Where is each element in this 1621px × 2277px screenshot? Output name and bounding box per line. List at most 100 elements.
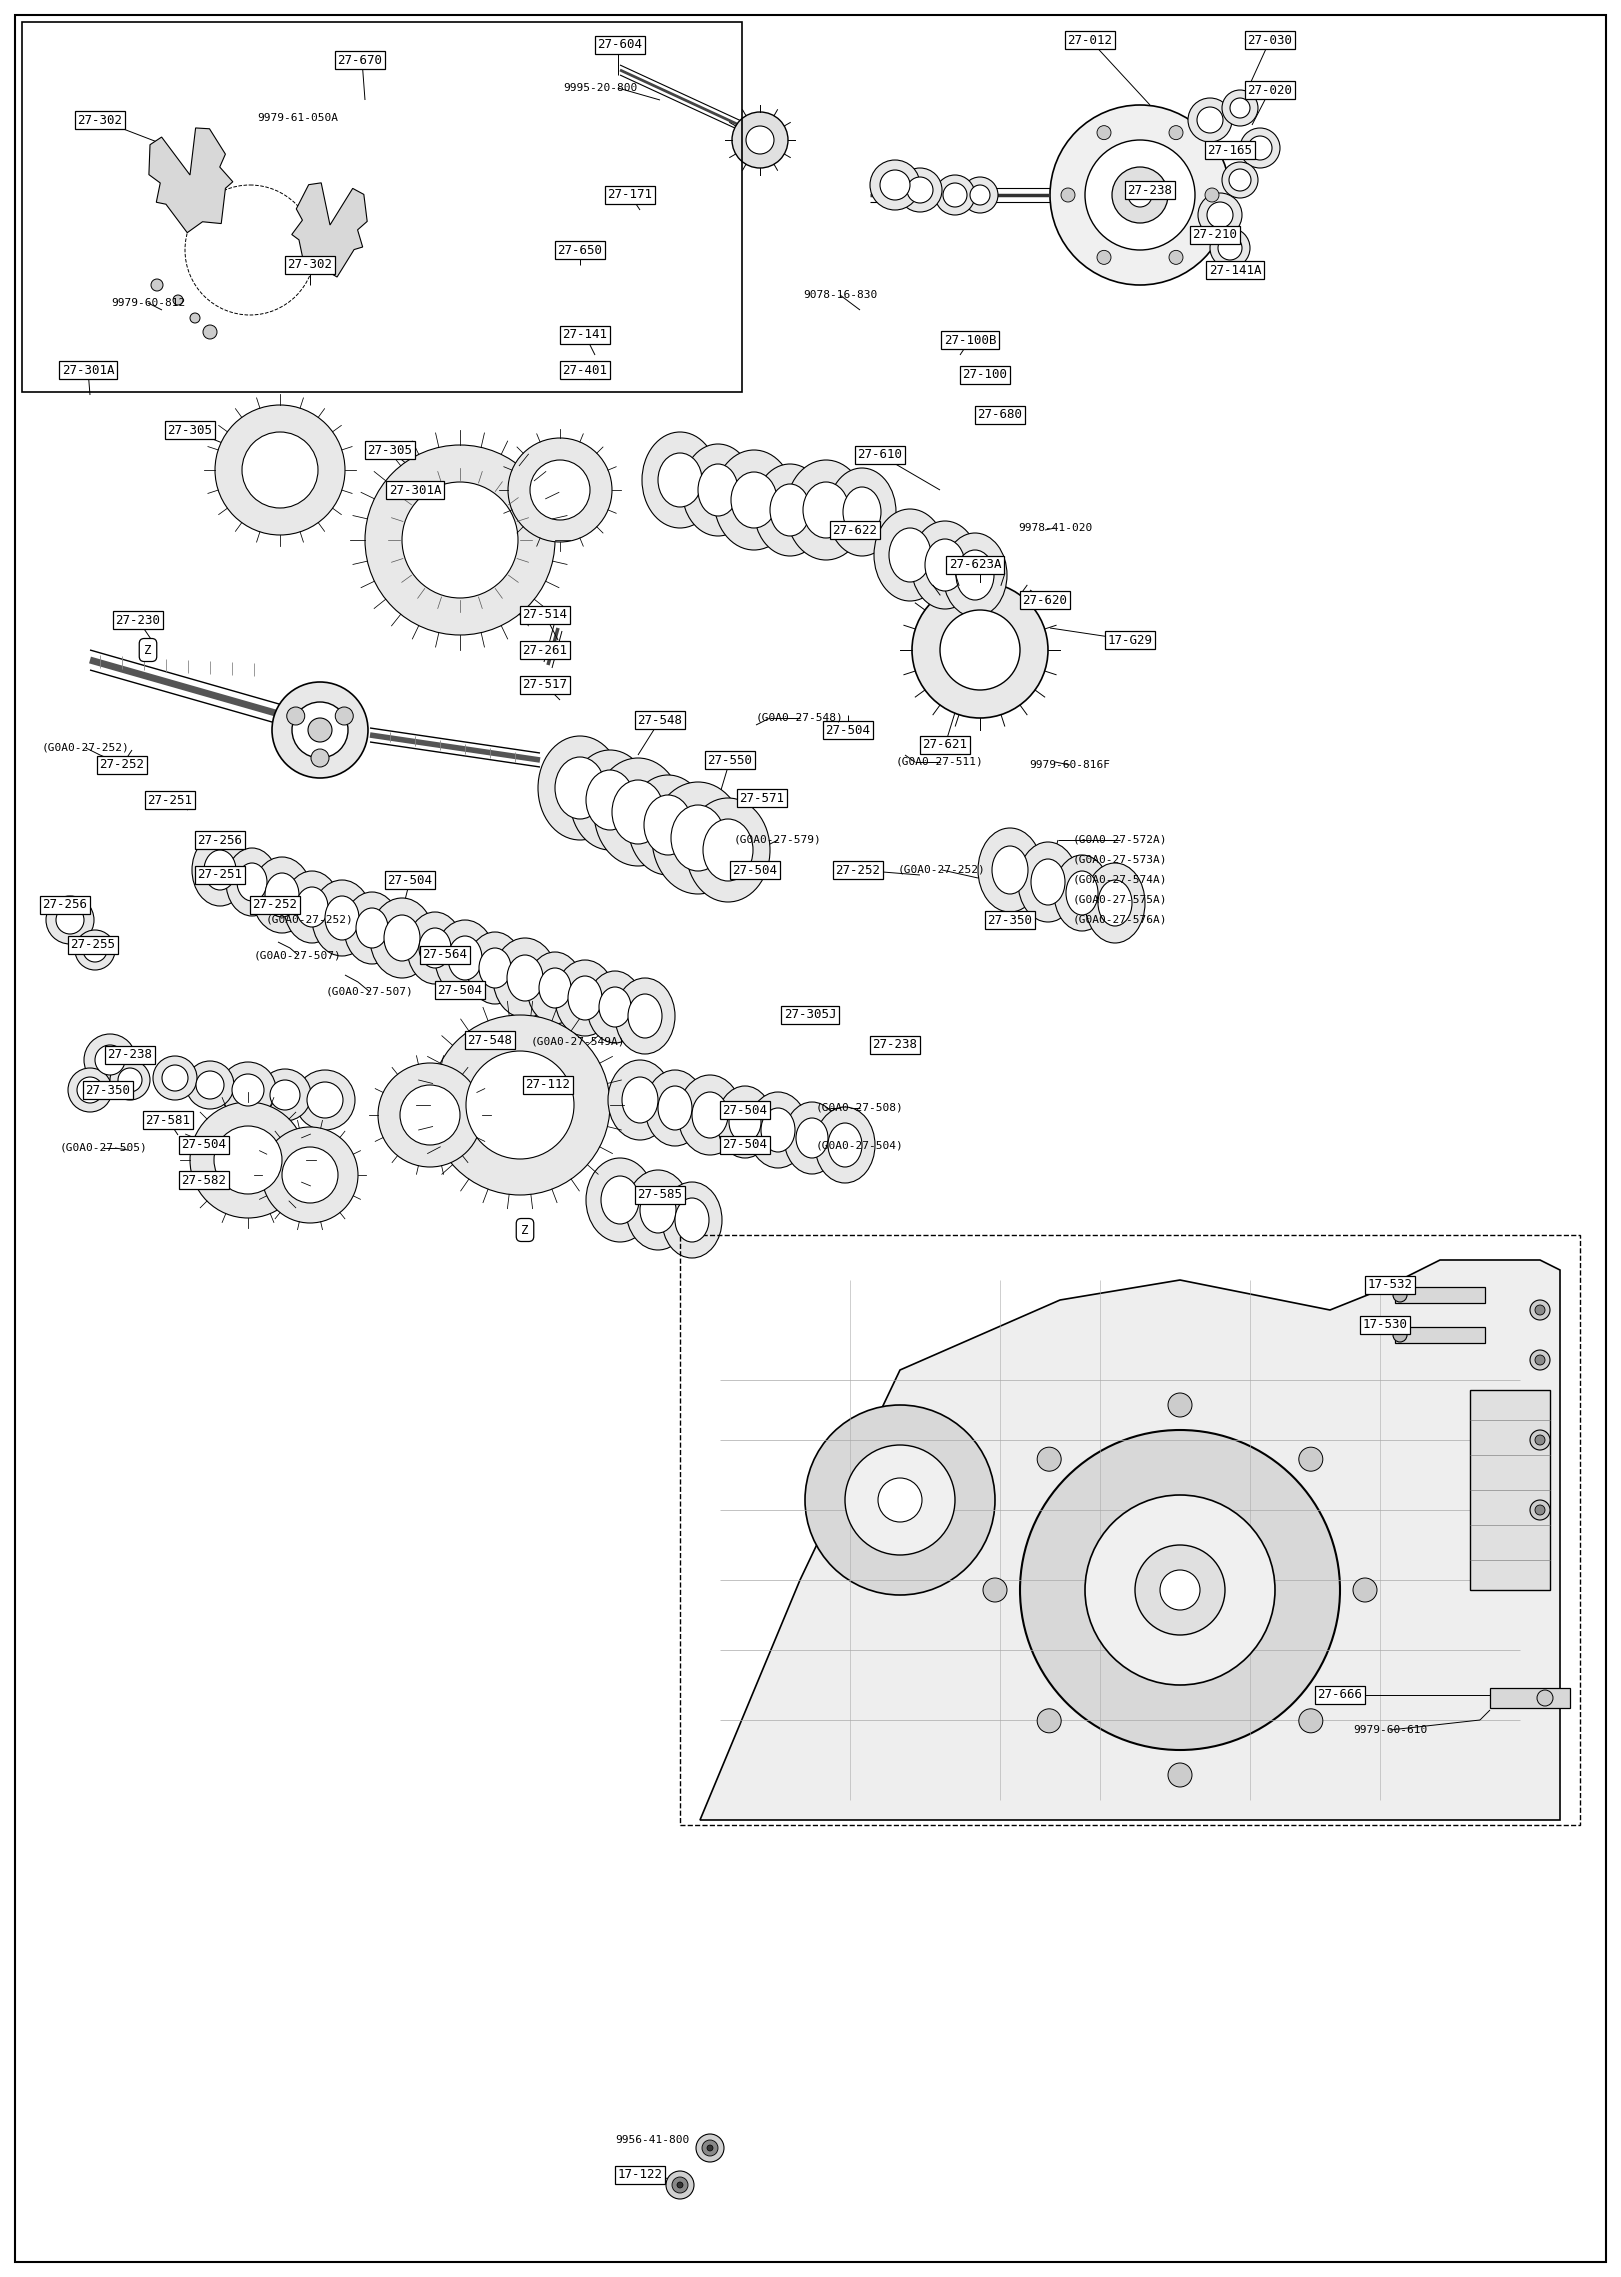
Text: 27-550: 27-550 xyxy=(707,754,752,767)
Text: 27-252: 27-252 xyxy=(253,899,298,911)
Text: 27-238: 27-238 xyxy=(872,1038,917,1052)
Ellipse shape xyxy=(911,521,979,608)
Circle shape xyxy=(282,1148,339,1202)
Text: 27-680: 27-680 xyxy=(977,408,1023,421)
Circle shape xyxy=(530,460,590,519)
Circle shape xyxy=(707,2145,713,2152)
Ellipse shape xyxy=(191,833,248,906)
Text: 27-302: 27-302 xyxy=(78,114,123,128)
Circle shape xyxy=(1062,189,1075,203)
Ellipse shape xyxy=(674,1198,708,1241)
Circle shape xyxy=(1230,98,1250,118)
Circle shape xyxy=(1097,125,1110,139)
Ellipse shape xyxy=(828,1123,862,1168)
Circle shape xyxy=(1222,162,1258,198)
Ellipse shape xyxy=(540,968,571,1009)
Circle shape xyxy=(1128,182,1153,207)
Ellipse shape xyxy=(627,774,708,874)
Polygon shape xyxy=(149,128,233,232)
Ellipse shape xyxy=(786,460,866,560)
Text: 27-302: 27-302 xyxy=(287,260,332,271)
Text: 27-581: 27-581 xyxy=(146,1113,191,1127)
Text: 27-504: 27-504 xyxy=(182,1138,227,1152)
Text: (G0A0-27-507): (G0A0-27-507) xyxy=(254,950,342,961)
Ellipse shape xyxy=(447,936,481,979)
Circle shape xyxy=(75,929,115,970)
Circle shape xyxy=(1169,1762,1191,1787)
Ellipse shape xyxy=(418,929,451,968)
Text: 27-305J: 27-305J xyxy=(783,1009,836,1022)
Circle shape xyxy=(1535,1505,1545,1514)
Circle shape xyxy=(259,1068,311,1120)
Text: 9078-16-830: 9078-16-830 xyxy=(802,289,877,301)
Ellipse shape xyxy=(225,847,277,915)
Ellipse shape xyxy=(608,1061,673,1141)
Text: 27-012: 27-012 xyxy=(1068,34,1112,46)
Circle shape xyxy=(196,1070,224,1100)
Circle shape xyxy=(1209,228,1250,269)
Circle shape xyxy=(402,483,519,599)
Ellipse shape xyxy=(699,465,738,517)
Circle shape xyxy=(430,1016,609,1195)
Circle shape xyxy=(845,1446,955,1555)
Text: 27-112: 27-112 xyxy=(525,1079,571,1091)
Text: 27-548: 27-548 xyxy=(467,1034,512,1047)
Ellipse shape xyxy=(507,954,543,1002)
Text: (G0A0-27-573A): (G0A0-27-573A) xyxy=(1073,854,1167,865)
Text: 9978-41-020: 9978-41-020 xyxy=(1018,524,1093,533)
Circle shape xyxy=(118,1068,143,1093)
Text: 27-504: 27-504 xyxy=(723,1138,767,1152)
Text: (G0A0-27-548): (G0A0-27-548) xyxy=(755,713,845,724)
Circle shape xyxy=(287,706,305,724)
Circle shape xyxy=(1392,1289,1407,1302)
Circle shape xyxy=(1169,125,1183,139)
Circle shape xyxy=(1298,1448,1323,1471)
Circle shape xyxy=(673,2177,687,2193)
Ellipse shape xyxy=(1097,879,1131,927)
Circle shape xyxy=(1217,237,1242,260)
Circle shape xyxy=(272,683,368,779)
Circle shape xyxy=(400,1086,460,1145)
Text: 27-100B: 27-100B xyxy=(943,332,997,346)
Circle shape xyxy=(173,296,183,305)
Text: (G0A0-27-511): (G0A0-27-511) xyxy=(896,756,984,767)
Ellipse shape xyxy=(251,856,311,934)
Circle shape xyxy=(678,2181,682,2188)
Text: (G0A0-27-252): (G0A0-27-252) xyxy=(898,865,986,874)
Text: 27-020: 27-020 xyxy=(1248,84,1292,96)
Ellipse shape xyxy=(554,756,605,820)
Circle shape xyxy=(908,178,934,203)
Circle shape xyxy=(242,433,318,508)
Ellipse shape xyxy=(645,1070,705,1145)
Bar xyxy=(1490,1687,1571,1708)
Ellipse shape xyxy=(370,897,434,979)
Text: 27-141: 27-141 xyxy=(562,328,608,342)
Text: (G0A0-27-508): (G0A0-27-508) xyxy=(815,1102,905,1113)
Text: 27-350: 27-350 xyxy=(987,913,1033,927)
Circle shape xyxy=(162,1066,188,1091)
Text: 27-650: 27-650 xyxy=(558,244,603,257)
Circle shape xyxy=(733,112,788,168)
Ellipse shape xyxy=(587,1159,653,1241)
Ellipse shape xyxy=(344,893,400,963)
Ellipse shape xyxy=(785,1102,840,1175)
Text: 27-350: 27-350 xyxy=(86,1084,131,1098)
Text: (G0A0-27-549A): (G0A0-27-549A) xyxy=(530,1036,626,1047)
Circle shape xyxy=(1530,1350,1550,1371)
Circle shape xyxy=(292,701,349,758)
Ellipse shape xyxy=(704,820,754,881)
Circle shape xyxy=(1354,1578,1376,1603)
Ellipse shape xyxy=(626,1170,691,1250)
Ellipse shape xyxy=(716,1086,773,1159)
Ellipse shape xyxy=(642,433,718,528)
Text: (G0A0-27-579): (G0A0-27-579) xyxy=(734,836,822,845)
Text: (G0A0-27-252): (G0A0-27-252) xyxy=(266,915,353,924)
Ellipse shape xyxy=(640,1186,676,1234)
Text: 27-401: 27-401 xyxy=(562,364,608,376)
Text: Z: Z xyxy=(144,644,152,656)
Text: (G0A0-27-576A): (G0A0-27-576A) xyxy=(1073,915,1167,924)
Text: 27-100: 27-100 xyxy=(963,369,1008,383)
Text: 27-251: 27-251 xyxy=(148,792,193,806)
Circle shape xyxy=(507,437,613,542)
Text: 27-301A: 27-301A xyxy=(389,483,441,496)
